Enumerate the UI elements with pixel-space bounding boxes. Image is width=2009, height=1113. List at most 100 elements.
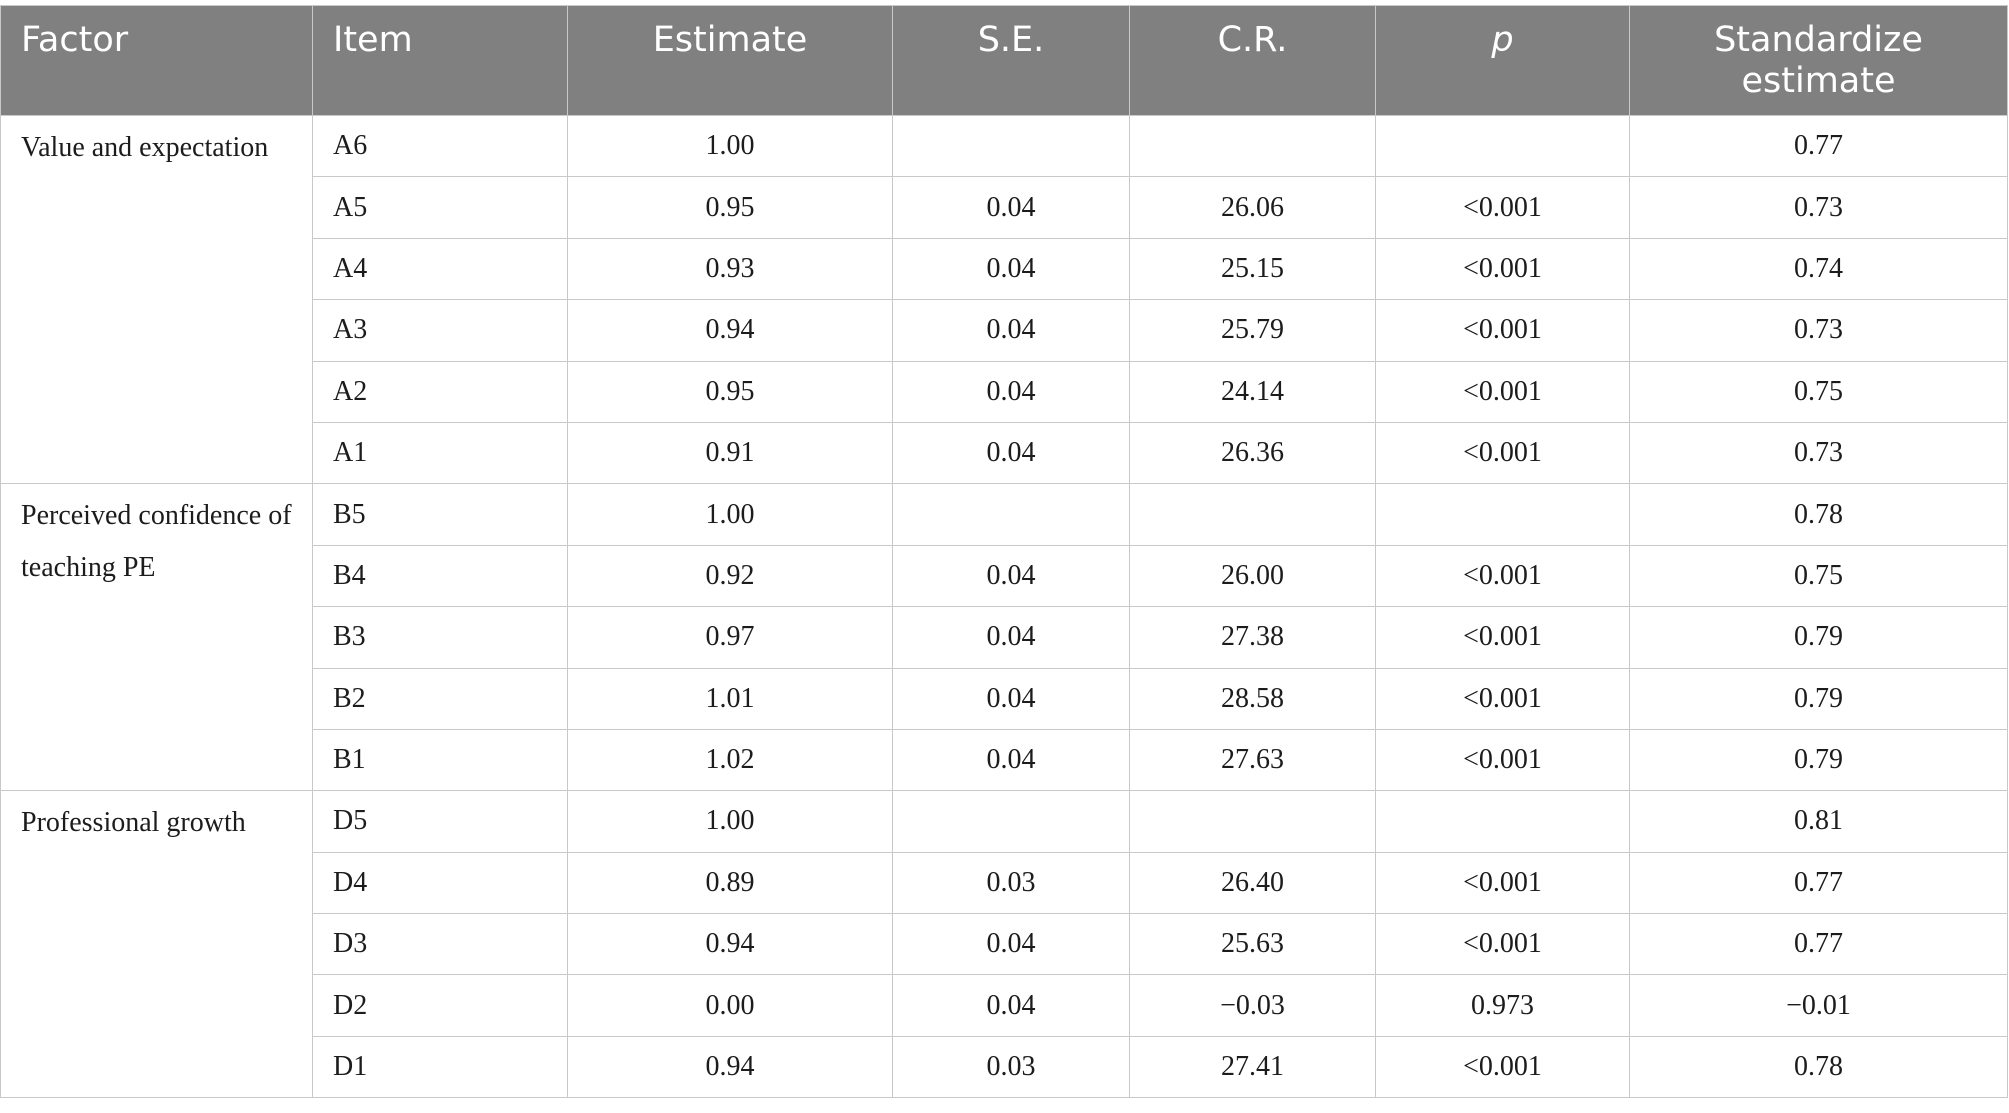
table-row: B1 1.02 0.04 27.63 <0.001 0.79 — [1, 728, 2008, 792]
item-cell: D3 — [312, 913, 568, 976]
p-cell — [1375, 790, 1630, 853]
estimate-cell: 0.89 — [567, 851, 893, 915]
p-cell: <0.001 — [1375, 237, 1630, 301]
std-cell: 0.75 — [1629, 544, 2008, 608]
se-cell — [892, 114, 1130, 178]
cr-cell: 24.14 — [1129, 360, 1376, 423]
cr-cell — [1129, 790, 1376, 853]
item-cell: B1 — [312, 728, 568, 792]
p-cell: <0.001 — [1375, 728, 1630, 792]
estimate-cell: 0.91 — [567, 421, 893, 485]
p-cell: <0.001 — [1375, 176, 1630, 239]
estimate-cell: 0.95 — [567, 176, 893, 239]
cr-cell — [1129, 114, 1376, 178]
item-cell: A4 — [312, 237, 568, 301]
factor-label: Professional growth — [21, 807, 246, 839]
estimate-cell: 0.94 — [567, 299, 893, 362]
cfa-results-table: Factor Item Estimate S.E. C.R. p Standar… — [0, 5, 2008, 1099]
std-cell: −0.01 — [1629, 974, 2008, 1037]
table-header: Factor Item Estimate S.E. C.R. p Standar… — [0, 5, 2008, 116]
std-cell: 0.73 — [1629, 421, 2008, 485]
std-cell: 0.77 — [1629, 114, 2008, 178]
estimate-cell: 0.94 — [567, 913, 893, 976]
table-row: Perceived confidence of teaching PE B5 1.0… — [0, 483, 2008, 792]
cr-cell — [1129, 483, 1376, 546]
std-cell: 0.74 — [1629, 237, 2008, 301]
factor-cell: Value and expectation — [0, 114, 313, 485]
item-cell: A6 — [312, 114, 568, 178]
std-cell: 0.78 — [1629, 1035, 2008, 1099]
factor-label: Value and expectation — [21, 132, 269, 163]
estimate-cell: 1.00 — [567, 114, 893, 178]
estimate-cell: 0.92 — [567, 544, 893, 608]
table-row: D3 0.94 0.04 25.63 <0.001 0.77 — [1, 913, 2008, 976]
item-cell: B4 — [312, 544, 568, 608]
se-cell: 0.04 — [892, 544, 1130, 608]
p-cell: <0.001 — [1375, 667, 1630, 730]
header-row: Factor Item Estimate S.E. C.R. p Standar… — [0, 5, 2008, 116]
item-cell: A5 — [312, 176, 568, 239]
table-row: A2 0.95 0.04 24.14 <0.001 0.75 — [1, 360, 2008, 423]
p-cell — [1375, 483, 1630, 546]
se-cell: 0.04 — [892, 974, 1130, 1037]
estimate-cell: 0.93 — [567, 237, 893, 301]
table-row: A1 0.91 0.04 26.36 <0.001 0.73 — [1, 421, 2008, 485]
se-cell: 0.03 — [892, 1035, 1130, 1099]
table-row: Professional growth D5 1.00 0.81 — [0, 790, 2008, 1099]
estimate-cell: 0.95 — [567, 360, 893, 423]
table-row: B2 1.01 0.04 28.58 <0.001 0.79 — [1, 667, 2008, 730]
header-se: S.E. — [892, 5, 1130, 116]
p-cell: <0.001 — [1375, 913, 1630, 976]
p-cell: <0.001 — [1375, 360, 1630, 423]
p-cell: <0.001 — [1375, 851, 1630, 915]
se-cell: 0.04 — [892, 360, 1130, 423]
std-cell: 0.79 — [1629, 606, 2008, 669]
table-row: D1 0.94 0.03 27.41 <0.001 0.78 — [1, 1035, 2008, 1099]
item-cell: B5 — [312, 483, 568, 546]
table-row: D4 0.89 0.03 26.40 <0.001 0.77 — [1, 851, 2008, 915]
item-cell: B3 — [312, 606, 568, 669]
se-cell: 0.04 — [892, 728, 1130, 792]
se-cell: 0.04 — [892, 913, 1130, 976]
p-cell — [1375, 114, 1630, 178]
item-cell: A1 — [312, 421, 568, 485]
cr-cell: 28.58 — [1129, 667, 1376, 730]
factor-label: Perceived confidence of teaching PE — [21, 500, 292, 584]
item-cell: B2 — [312, 667, 568, 730]
std-cell: 0.81 — [1629, 790, 2008, 853]
se-cell: 0.04 — [892, 667, 1130, 730]
p-cell: 0.973 — [1375, 974, 1630, 1037]
item-cell: D2 — [312, 974, 568, 1037]
item-cell: D5 — [312, 790, 568, 853]
cr-cell: 27.41 — [1129, 1035, 1376, 1099]
cr-cell: 25.15 — [1129, 237, 1376, 301]
std-cell: 0.78 — [1629, 483, 2008, 546]
cr-cell: 27.63 — [1129, 728, 1376, 792]
se-cell: 0.04 — [892, 606, 1130, 669]
cr-cell: 27.38 — [1129, 606, 1376, 669]
p-cell: <0.001 — [1375, 299, 1630, 362]
p-cell: <0.001 — [1375, 1035, 1630, 1099]
std-cell: 0.79 — [1629, 728, 2008, 792]
cr-cell: 25.79 — [1129, 299, 1376, 362]
item-cell: A3 — [312, 299, 568, 362]
p-cell: <0.001 — [1375, 606, 1630, 669]
cr-cell: 26.06 — [1129, 176, 1376, 239]
header-p: p — [1375, 5, 1630, 116]
cr-cell: 26.00 — [1129, 544, 1376, 608]
factor-cell: Perceived confidence of teaching PE — [0, 483, 313, 792]
estimate-cell: 1.00 — [567, 790, 893, 853]
std-cell: 0.77 — [1629, 851, 2008, 915]
table-row: Value and expectation A6 1.00 0.77 — [0, 114, 2008, 485]
header-factor: Factor — [0, 5, 313, 116]
se-cell — [892, 483, 1130, 546]
estimate-cell: 0.94 — [567, 1035, 893, 1099]
se-cell: 0.04 — [892, 299, 1130, 362]
se-cell: 0.04 — [892, 421, 1130, 485]
item-cell: D1 — [312, 1035, 568, 1099]
cr-cell: 26.40 — [1129, 851, 1376, 915]
item-cell: A2 — [312, 360, 568, 423]
estimate-cell: 1.02 — [567, 728, 893, 792]
cr-cell: 25.63 — [1129, 913, 1376, 976]
header-std-line2: estimate — [1741, 61, 1896, 101]
